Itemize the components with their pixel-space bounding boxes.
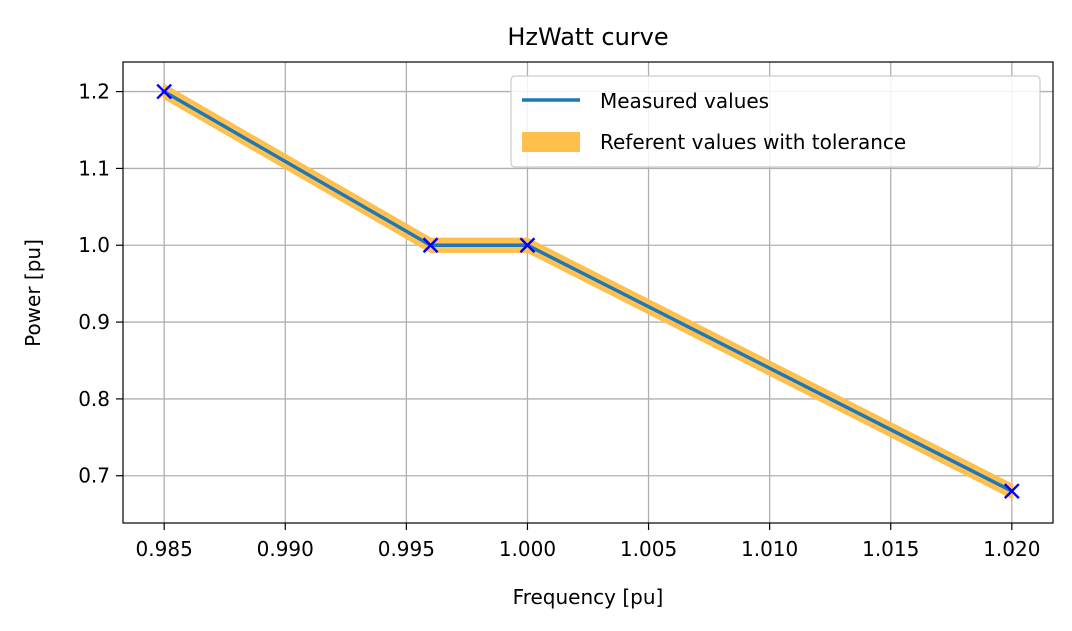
- legend-box: [510, 75, 1041, 168]
- marker-stroke: [1003, 483, 1020, 499]
- data-point-marker: [156, 83, 173, 100]
- y-tick-label: 1.0: [78, 233, 110, 257]
- x-tick-label: 1.000: [499, 537, 556, 561]
- x-tick-label: 1.020: [983, 537, 1040, 561]
- measured-values-line: [163, 90, 1013, 493]
- measured-line-layer: [163, 90, 1013, 493]
- x-tick-label: 1.015: [862, 537, 919, 561]
- legend-band-swatch: [522, 132, 580, 152]
- tick-layer: 0.985 0.990 0.995 1.000 1.005 1.010 1.015 1.020…: [78, 80, 1040, 561]
- marker-layer: [156, 83, 1020, 499]
- data-point-marker: [422, 237, 439, 254]
- marker-stroke: [156, 83, 173, 100]
- y-tick-label: 0.8: [78, 387, 110, 411]
- plot-frame: [122, 61, 1054, 524]
- legend-label-referent: Referent values with tolerance: [600, 130, 906, 154]
- x-tick-label: 1.010: [741, 537, 798, 561]
- y-tick-label: 1.2: [78, 80, 110, 104]
- x-tick-label: 0.995: [378, 537, 435, 561]
- x-tick-label: 0.985: [136, 537, 193, 561]
- legend: Measured values Referent values with tole…: [510, 75, 1041, 168]
- tolerance-band: [162, 83, 1014, 499]
- x-tick-label: 0.990: [257, 537, 314, 561]
- y-tick-label: 0.9: [78, 310, 110, 334]
- chart-title: HzWatt curve: [507, 23, 668, 51]
- y-axis-label: Power [pu]: [21, 239, 45, 347]
- data-point-marker: [1003, 483, 1020, 499]
- marker-stroke: [422, 237, 439, 254]
- y-tick-label: 1.1: [78, 156, 110, 180]
- x-tick-label: 1.005: [620, 537, 677, 561]
- marker-stroke: [519, 237, 536, 254]
- tolerance-band-layer: [162, 83, 1014, 499]
- y-tick-label: 0.7: [78, 464, 110, 488]
- legend-label-measured: Measured values: [600, 89, 769, 113]
- data-point-marker: [519, 237, 536, 254]
- x-axis-label: Frequency [pu]: [513, 585, 664, 609]
